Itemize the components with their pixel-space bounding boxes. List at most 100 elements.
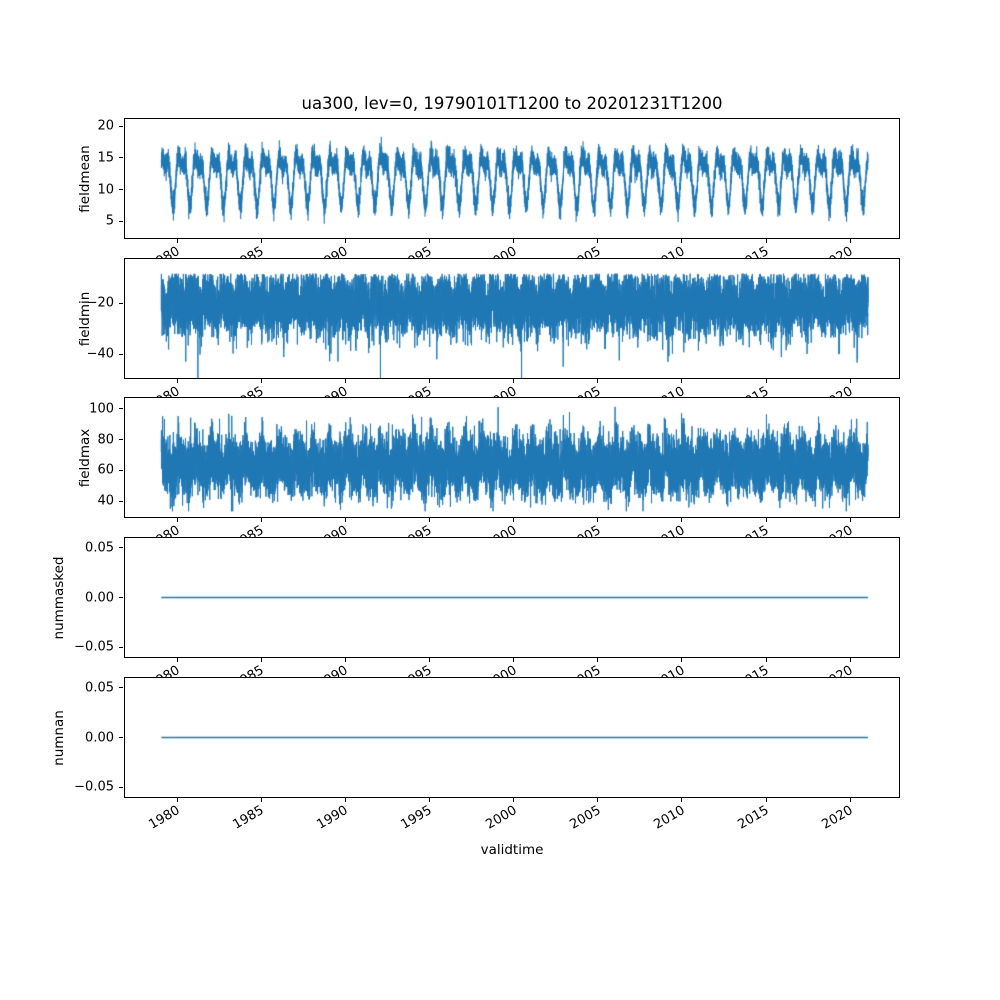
subplot-fieldmean: fieldmean (77, 118, 900, 239)
x-tick-label: 2010 (651, 523, 687, 537)
y-tick-label: 15 (97, 150, 114, 166)
x-tick-label: 2020 (820, 244, 856, 258)
x-tick-label: 1995 (398, 803, 436, 833)
y-tick-mark (119, 408, 123, 410)
y-tick-mark (119, 786, 123, 788)
x-tick-label: 2005 (567, 523, 603, 537)
x-tick-label: 2005 (567, 803, 604, 833)
x-tick-mark (176, 798, 178, 802)
x-tick-label: 1990 (315, 663, 351, 677)
x-tick-mark (429, 239, 431, 243)
x-tick-label: 2005 (567, 663, 603, 677)
x-tick-mark (176, 518, 178, 522)
x-tick-label-strip: 1980 1985 1990 1995 2000 2005 2010 2015 2020 (0, 662, 1000, 677)
y-tick-mark (119, 353, 123, 355)
x-tick-label: 1980 (146, 803, 183, 833)
y-tick-label: 100 (89, 401, 114, 417)
x-tick-mark (176, 239, 178, 243)
x-tick-mark (260, 239, 262, 243)
x-axis-label: validtime (480, 842, 544, 858)
x-tick-label: 2010 (651, 803, 688, 833)
x-tick-label: 1995 (399, 663, 435, 677)
x-tick-mark (597, 798, 599, 802)
x-tick-mark (597, 379, 599, 383)
x-tick-mark (176, 379, 178, 383)
y-tick-label: 0.05 (85, 540, 114, 556)
x-tick-mark (681, 239, 683, 243)
x-tick-label-strip: 1980 1985 1990 1995 2000 2005 2010 2015 2020 (0, 383, 1000, 397)
x-tick-mark (597, 239, 599, 243)
x-tick-label: 2000 (483, 384, 519, 397)
x-tick-label: 1990 (315, 244, 351, 258)
x-tick-mark (513, 518, 515, 522)
x-tick-label: 1985 (230, 803, 267, 833)
x-tick-mark (513, 239, 515, 243)
x-tick-label: 1980 (147, 663, 183, 677)
x-tick-label: 2000 (483, 244, 519, 258)
x-tick-mark (597, 658, 599, 662)
x-tick-label: 1995 (399, 523, 435, 537)
x-tick-mark (597, 518, 599, 522)
x-tick-mark (513, 658, 515, 662)
figure-title: ua300, lev=0, 19790101T1200 to 20201231T… (301, 94, 723, 113)
y-tick-label: 0.05 (85, 680, 114, 696)
x-tick-label: 2000 (483, 523, 519, 537)
x-tick-mark (260, 798, 262, 802)
y-tick-mark (119, 189, 123, 191)
x-tick-label: 1985 (231, 244, 267, 258)
x-tick-label: 2010 (651, 663, 687, 677)
x-tick-mark (681, 658, 683, 662)
y-tick-mark (119, 687, 123, 689)
y-tick-label: −20 (86, 295, 114, 311)
x-tick-label: 2000 (483, 663, 519, 677)
x-tick-label: 2015 (735, 384, 771, 397)
x-tick-label: 1980 (147, 523, 183, 537)
x-tick-mark (344, 379, 346, 383)
x-tick-mark (260, 658, 262, 662)
y-tick-label: 20 (97, 118, 114, 134)
fieldmean-line-plot (125, 119, 899, 238)
x-tick-label: 1980 (147, 244, 183, 258)
x-tick-mark (344, 239, 346, 243)
x-tick-mark (765, 658, 767, 662)
y-tick-mark (119, 439, 123, 441)
x-tick-mark (849, 658, 851, 662)
nummasked-line-plot (125, 538, 899, 657)
x-tick-label: 2015 (735, 803, 772, 833)
y-tick-mark (119, 737, 123, 738)
x-tick-label: 2015 (735, 663, 771, 677)
x-tick-label: 1985 (231, 384, 267, 397)
x-tick-label: 1990 (314, 803, 351, 833)
y-tick-label: 0.00 (85, 590, 114, 605)
y-tick-mark (119, 125, 123, 127)
x-tick-label: 2015 (735, 244, 771, 258)
x-tick-label: 2000 (483, 803, 520, 833)
x-tick-mark (765, 518, 767, 522)
y-tick-mark (119, 157, 123, 159)
x-tick-mark (260, 379, 262, 383)
x-tick-mark (765, 379, 767, 383)
x-tick-label: 1995 (399, 244, 435, 258)
x-tick-mark (513, 798, 515, 802)
x-tick-label: 1990 (315, 384, 351, 397)
x-tick-mark (176, 658, 178, 662)
y-tick-label: 80 (97, 432, 114, 448)
x-tick-label: 2020 (819, 803, 856, 833)
y-tick-label: 40 (97, 493, 114, 509)
x-tick-label: 1995 (399, 384, 435, 397)
y-tick-label: −0.05 (74, 779, 114, 795)
x-tick-label: 2020 (820, 384, 856, 397)
x-tick-mark (849, 239, 851, 243)
x-tick-mark (681, 379, 683, 383)
subplot-fieldmax: fieldmax (77, 397, 900, 518)
x-tick-mark (344, 518, 346, 522)
x-tick-label-strip: 1980 1985 1990 1995 2000 2005 2010 2015 2020 (0, 802, 1000, 842)
x-tick-label: 2020 (820, 523, 856, 537)
y-tick-mark (119, 302, 123, 304)
x-tick-mark (681, 798, 683, 802)
x-tick-mark (849, 379, 851, 383)
x-tick-mark (344, 658, 346, 662)
x-tick-mark (344, 798, 346, 802)
y-tick-label: −40 (86, 346, 114, 362)
